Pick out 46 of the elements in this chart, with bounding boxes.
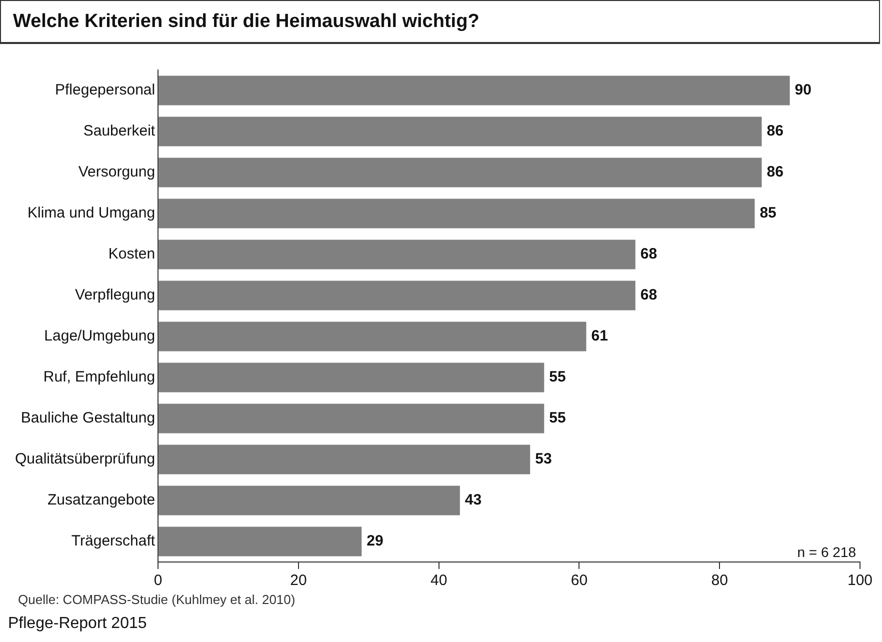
x-tick-label: 40 [430, 572, 448, 590]
source-note: Quelle: COMPASS-Studie (Kuhlmey et al. 2010) [18, 592, 296, 607]
x-tick-label: 60 [570, 572, 588, 590]
y-tick-label: Pflegepersonal [55, 82, 156, 99]
bar [158, 116, 762, 146]
data-label: 29 [366, 532, 384, 550]
bar [158, 322, 586, 352]
data-label: 86 [766, 122, 784, 140]
data-label: 55 [549, 410, 566, 427]
x-tick-label: 20 [290, 572, 307, 590]
bar [158, 362, 544, 392]
data-label: 61 [591, 328, 608, 345]
y-tick-label: Lage/Umgebung [44, 328, 156, 345]
x-tick-label: 0 [154, 572, 162, 590]
y-tick-label: Kosten [108, 246, 156, 263]
bar [158, 280, 636, 310]
y-tick-label: Zusatzangebote [48, 492, 156, 509]
x-tick-label: 100 [847, 572, 873, 590]
data-label: 86 [766, 164, 784, 181]
data-label: 68 [640, 246, 658, 263]
bar [158, 526, 362, 556]
text: Pflege-Report 2015 [8, 615, 147, 633]
annotation: n = 6 218 [797, 544, 856, 560]
bar [158, 404, 544, 434]
y-tick-label: Qualitätsüberprüfung [14, 450, 156, 468]
chart-title: Welche Kriterien sind für die Heimauswahl wichtig? [0, 0, 880, 44]
y-tick-label: Versorgung [78, 164, 156, 181]
y-tick-label: Trägerschaft [71, 532, 156, 550]
bar [158, 444, 530, 474]
y-tick-label: Verpflegung [75, 286, 156, 304]
bar [158, 486, 460, 516]
bar [158, 76, 790, 106]
bar [158, 198, 755, 228]
bar [158, 240, 636, 270]
data-label: 53 [535, 450, 552, 468]
data-label: 43 [464, 492, 482, 509]
data-label: 68 [640, 286, 658, 304]
bar [158, 158, 762, 188]
y-tick-label: Sauberkeit [83, 122, 156, 140]
data-label: 85 [760, 204, 776, 222]
y-tick-label: Ruf, Empfehlung [43, 368, 156, 386]
y-tick-label: Klima und Umgang [28, 204, 156, 222]
x-tick-label: 80 [711, 572, 728, 590]
data-label: 55 [549, 368, 566, 386]
data-label: 90 [794, 82, 812, 99]
y-tick-label: Bauliche Gestaltung [20, 410, 156, 427]
